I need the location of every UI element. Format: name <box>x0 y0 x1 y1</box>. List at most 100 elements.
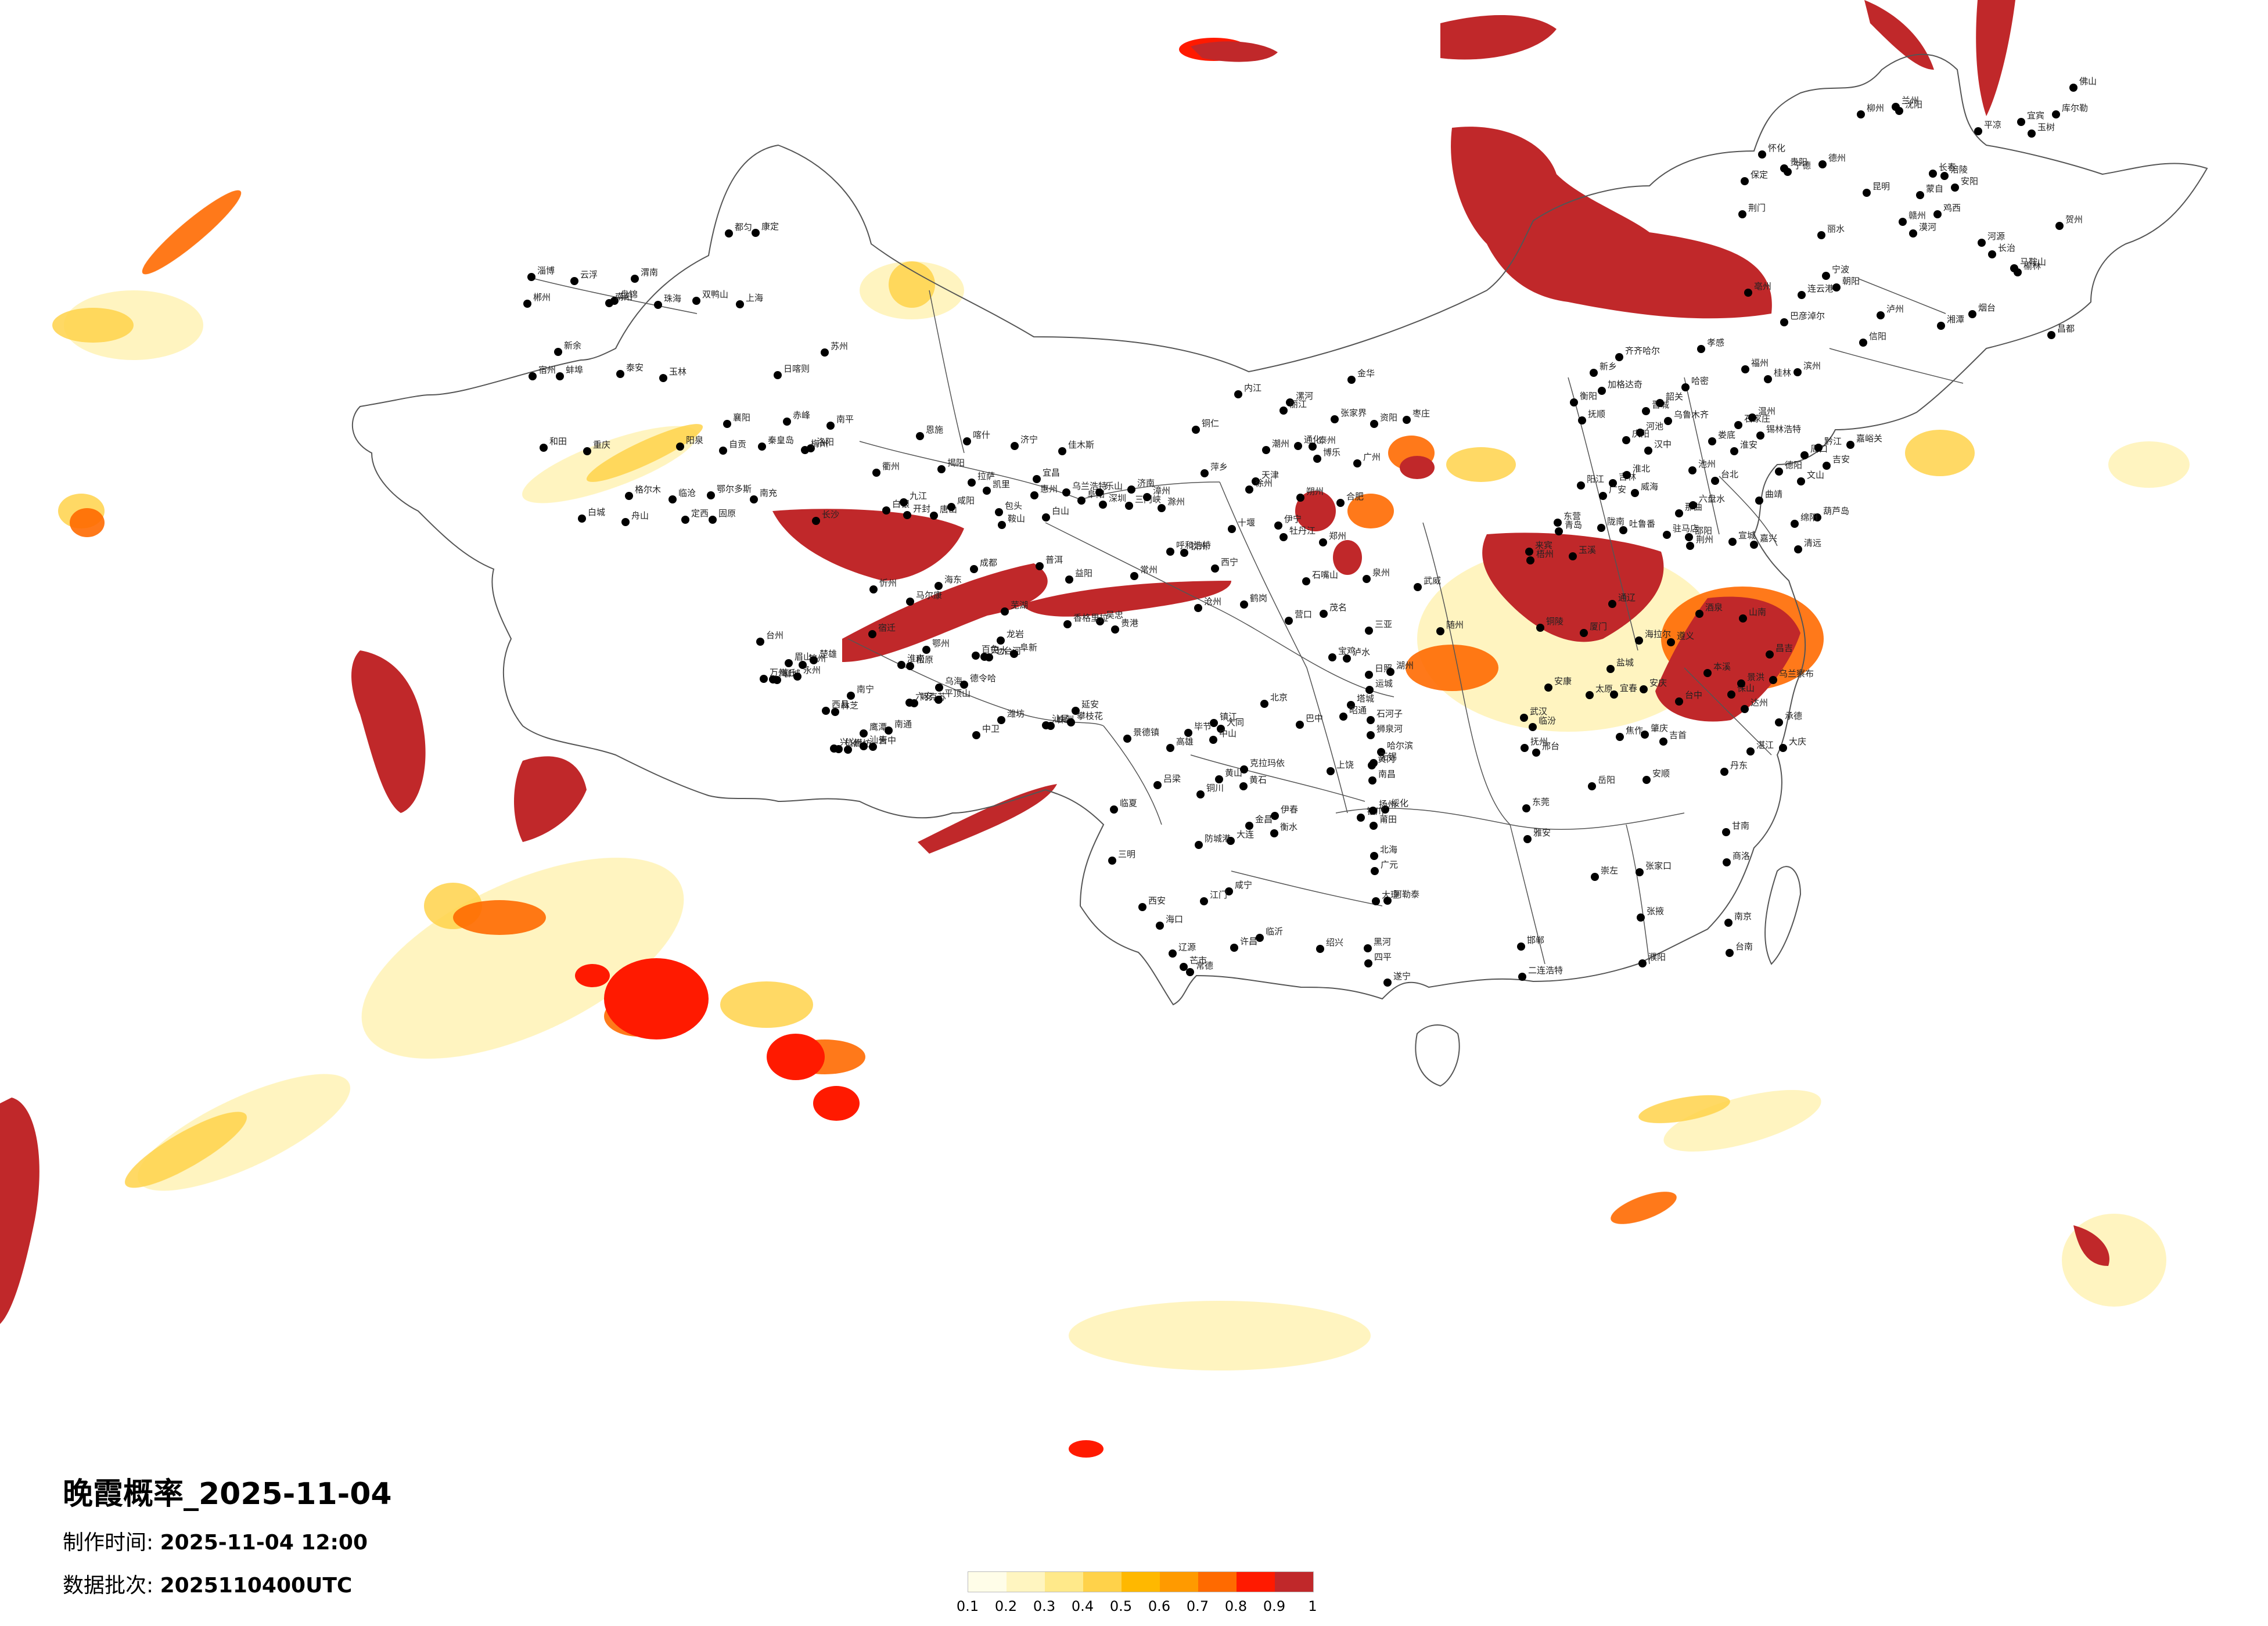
city-label: 丹东 <box>1730 760 1748 771</box>
city-label: 嘉兴 <box>1760 533 1777 544</box>
city-dot <box>1636 429 1644 437</box>
city-dot <box>1741 177 1749 185</box>
city-dot <box>1364 959 1372 967</box>
city-dot <box>830 744 838 753</box>
city-label: 包头 <box>1005 501 1022 511</box>
city-dot <box>1780 164 1788 172</box>
city-label: 湖州 <box>1396 660 1414 671</box>
city-dot <box>583 447 591 455</box>
city-label: 咸阳 <box>957 495 975 506</box>
city-dot <box>1570 398 1578 406</box>
city-label: 永州 <box>803 665 821 675</box>
city-label: 太原 <box>1595 684 1613 694</box>
city-label: 哈密 <box>1691 376 1709 386</box>
city-label: 宿州 <box>538 365 556 375</box>
city-label: 开封 <box>913 503 930 514</box>
city-label: 陇南 <box>1607 516 1624 527</box>
city-label: 固原 <box>718 508 736 519</box>
city-dot <box>1800 451 1809 459</box>
city-dot <box>997 636 1005 645</box>
colorbar-tick-label: 0.1 <box>956 1598 979 1614</box>
city-dot <box>1042 721 1050 729</box>
city-label: 佳木斯 <box>1068 440 1094 450</box>
city-label: 岳阳 <box>1598 775 1615 785</box>
city-label: 吐鲁番 <box>1629 519 1655 529</box>
city-dot <box>972 652 980 660</box>
city-dot <box>1708 437 1716 445</box>
city-dot <box>1588 782 1596 790</box>
city-dot <box>1608 600 1616 608</box>
city-label: 石嘴山 <box>1312 570 1338 580</box>
city-label: 本溪 <box>1713 661 1731 672</box>
city-label: 桂林 <box>1774 368 1791 378</box>
city-dot <box>869 585 878 593</box>
city-label: 怀化 <box>1768 143 1785 153</box>
city-label: 巴中 <box>1306 713 1323 724</box>
city-label: 铜陵 <box>1546 616 1563 627</box>
city-dot <box>1245 822 1253 830</box>
city-dot <box>1414 583 1422 591</box>
city-dot <box>1099 501 1107 509</box>
city-dot <box>1635 636 1643 645</box>
city-label: 香格里拉 <box>1073 613 1108 623</box>
city-label: 兴义 <box>840 737 857 747</box>
city-dot <box>2010 264 2018 272</box>
city-label: 无锡 <box>1379 751 1397 762</box>
city-dot <box>1764 375 1772 383</box>
city-dot <box>1353 459 1361 467</box>
city-label: 烟台 <box>1978 303 1996 313</box>
city-dot <box>681 516 689 524</box>
city-dot <box>2069 84 2077 92</box>
city-label: 六安 <box>915 691 933 702</box>
city-label: 安康 <box>1554 676 1572 686</box>
city-label: 营口 <box>1295 609 1312 620</box>
city-dot <box>826 422 835 430</box>
city-dot <box>822 707 830 715</box>
city-label: 万州 <box>770 667 787 678</box>
city-label: 抚顺 <box>1588 409 1605 419</box>
city-dot <box>1933 210 1942 218</box>
city-dot <box>831 708 839 716</box>
city-dot <box>1521 744 1529 752</box>
city-dot <box>897 661 905 669</box>
city-label: 酒泉 <box>1705 602 1723 613</box>
city-label: 眉山 <box>795 652 812 662</box>
city-label: 镇江 <box>1220 711 1237 722</box>
city-label: 泉州 <box>1372 567 1390 578</box>
city-label: 襄阳 <box>733 412 750 423</box>
city-label: 格尔木 <box>635 484 661 495</box>
city-label: 鹤岗 <box>1250 593 1267 603</box>
city-dot <box>1877 311 1885 319</box>
city-dot <box>1228 525 1236 533</box>
city-label: 临夏 <box>1120 798 1137 808</box>
city-dot <box>1775 718 1783 726</box>
city-label: 忻州 <box>879 578 897 588</box>
city-dot <box>1822 272 1830 280</box>
colorbar-tick-label: 0.3 <box>1033 1598 1056 1614</box>
city-label: 洛阳 <box>817 437 834 447</box>
city-dot <box>1186 968 1194 976</box>
city-label: 南京 <box>1734 911 1752 922</box>
city-dot <box>1797 477 1805 485</box>
city-dot <box>812 517 820 525</box>
city-dot <box>756 638 764 646</box>
city-label: 惠州 <box>1040 484 1058 494</box>
city-dot <box>1436 627 1444 635</box>
city-label: 日喀则 <box>783 364 810 374</box>
city-label: 汕尾 <box>1052 714 1069 724</box>
city-label: 蚌埠 <box>566 365 583 375</box>
city-marker-layer: 漠河加格达奇海拉尔黑河伊春鹤岗佳木斯双鸭山七台河鸡西齐齐哈尔大庆绥化哈尔滨牡丹江… <box>523 76 2097 987</box>
city-label: 淄博 <box>537 265 555 276</box>
city-label: 龙岩 <box>1007 629 1024 639</box>
city-dot <box>980 653 989 661</box>
city-label: 乌海 <box>945 676 962 686</box>
city-dot <box>1644 447 1652 455</box>
city-dot <box>1667 638 1675 646</box>
city-label: 荆州 <box>1696 534 1713 545</box>
city-label: 郴州 <box>533 292 551 303</box>
city-label: 韶关 <box>1666 391 1683 402</box>
city-label: 梅州 <box>811 438 828 449</box>
city-dot <box>1169 949 1177 958</box>
city-dot <box>1153 781 1162 789</box>
city-label: 遵义 <box>1677 631 1694 641</box>
